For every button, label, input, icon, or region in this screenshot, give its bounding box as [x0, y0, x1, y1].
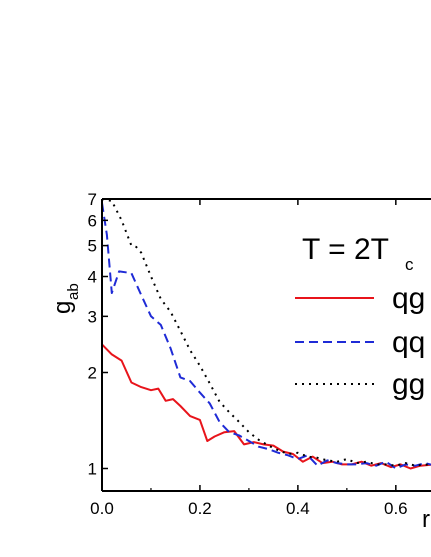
- legend-label-qg: qg: [392, 282, 425, 315]
- annotation-main: T = 2T: [302, 233, 389, 266]
- annotation-subscript: c: [405, 255, 414, 274]
- y-tick-label: 4: [88, 268, 97, 287]
- x-axis-label: r: [422, 506, 430, 533]
- y-tick-label: 3: [88, 307, 97, 326]
- x-tick-label: 0.4: [286, 499, 310, 518]
- tick-layer: 0.0 0.2 0.4 0.6 1 2 3 4 5 6 7: [88, 190, 408, 518]
- y-tick-label: 5: [88, 237, 97, 256]
- y-axis-label: g: [49, 301, 76, 314]
- y-tick-label: 2: [88, 363, 97, 382]
- legend: qg qq gg: [295, 282, 425, 401]
- legend-label-gg: gg: [392, 368, 425, 401]
- y-tick-label: 7: [88, 190, 97, 209]
- legend-label-qq: qq: [392, 326, 425, 359]
- x-tick-label: 0.2: [188, 499, 212, 518]
- x-tick-label: 0.6: [384, 499, 408, 518]
- series-line-gg-2: [102, 199, 431, 467]
- y-tick-label: 6: [88, 211, 97, 230]
- series-line-qg-0: [102, 343, 431, 470]
- x-tick-label: 0.0: [90, 499, 114, 518]
- y-tick-label: 1: [88, 459, 97, 478]
- y-axis-label-subscript: ab: [65, 283, 82, 300]
- series-layer: [102, 199, 431, 470]
- y-axis-title: g ab: [49, 283, 82, 314]
- temperature-annotation: T = 2T c: [302, 233, 414, 274]
